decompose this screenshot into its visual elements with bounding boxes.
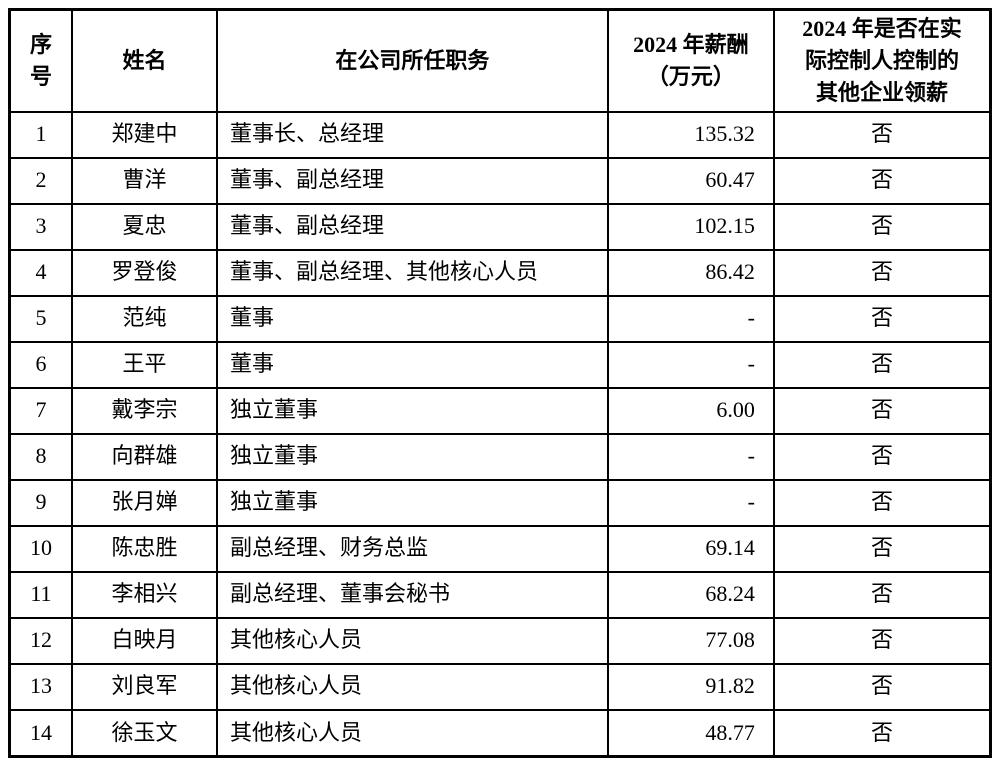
table-row: 6 王平 董事 - 否 (8, 340, 992, 389)
cell-other: 否 (772, 662, 992, 711)
cell-seq: 4 (8, 248, 73, 297)
cell-salary: - (606, 294, 775, 343)
table-row: 9 张月婵 独立董事 - 否 (8, 478, 992, 527)
table-row: 10 陈忠胜 副总经理、财务总监 69.14 否 (8, 524, 992, 573)
cell-position: 董事 (215, 340, 609, 389)
cell-salary: 86.42 (606, 248, 775, 297)
cell-position: 董事 (215, 294, 609, 343)
cell-salary: - (606, 340, 775, 389)
cell-salary: - (606, 478, 775, 527)
cell-seq: 8 (8, 432, 73, 481)
cell-other: 否 (772, 386, 992, 435)
table-row: 5 范纯 董事 - 否 (8, 294, 992, 343)
cell-seq: 7 (8, 386, 73, 435)
cell-other: 否 (772, 156, 992, 205)
cell-position: 独立董事 (215, 386, 609, 435)
cell-seq: 2 (8, 156, 73, 205)
cell-position: 副总经理、董事会秘书 (215, 570, 609, 619)
header-other: 2024 年是否在实 际控制人控制的 其他企业领薪 (772, 8, 992, 113)
cell-name: 李相兴 (70, 570, 218, 619)
cell-other: 否 (772, 524, 992, 573)
cell-seq: 14 (8, 708, 73, 758)
cell-seq: 1 (8, 110, 73, 159)
table-row: 11 李相兴 副总经理、董事会秘书 68.24 否 (8, 570, 992, 619)
cell-salary: 91.82 (606, 662, 775, 711)
cell-other: 否 (772, 478, 992, 527)
table-row: 4 罗登俊 董事、副总经理、其他核心人员 86.42 否 (8, 248, 992, 297)
table-row: 13 刘良军 其他核心人员 91.82 否 (8, 662, 992, 711)
cell-other: 否 (772, 110, 992, 159)
cell-salary: 48.77 (606, 708, 775, 758)
table-row: 14 徐玉文 其他核心人员 48.77 否 (8, 708, 992, 758)
cell-seq: 9 (8, 478, 73, 527)
cell-name: 郑建中 (70, 110, 218, 159)
cell-name: 徐玉文 (70, 708, 218, 758)
cell-seq: 10 (8, 524, 73, 573)
table-row: 2 曹洋 董事、副总经理 60.47 否 (8, 156, 992, 205)
cell-other: 否 (772, 248, 992, 297)
cell-position: 其他核心人员 (215, 616, 609, 665)
cell-seq: 11 (8, 570, 73, 619)
cell-position: 董事长、总经理 (215, 110, 609, 159)
cell-seq: 5 (8, 294, 73, 343)
cell-salary: 69.14 (606, 524, 775, 573)
compensation-table: 序 号 姓名 在公司所任职务 2024 年薪酬 （万元） 2024 年是否在实 … (8, 8, 992, 758)
table-row: 12 白映月 其他核心人员 77.08 否 (8, 616, 992, 665)
header-salary: 2024 年薪酬 （万元） (606, 8, 775, 113)
cell-name: 白映月 (70, 616, 218, 665)
cell-salary: 68.24 (606, 570, 775, 619)
table-header: 序 号 姓名 在公司所任职务 2024 年薪酬 （万元） 2024 年是否在实 … (8, 8, 992, 113)
cell-name: 刘良军 (70, 662, 218, 711)
cell-seq: 6 (8, 340, 73, 389)
cell-other: 否 (772, 570, 992, 619)
cell-position: 董事、副总经理、其他核心人员 (215, 248, 609, 297)
cell-other: 否 (772, 708, 992, 758)
cell-other: 否 (772, 294, 992, 343)
cell-salary: 102.15 (606, 202, 775, 251)
table-body: 1 郑建中 董事长、总经理 135.32 否 2 曹洋 董事、副总经理 60.4… (8, 110, 992, 758)
cell-seq: 3 (8, 202, 73, 251)
cell-position: 董事、副总经理 (215, 202, 609, 251)
cell-name: 曹洋 (70, 156, 218, 205)
header-seq: 序 号 (8, 8, 73, 113)
cell-position: 其他核心人员 (215, 662, 609, 711)
cell-name: 王平 (70, 340, 218, 389)
header-row: 序 号 姓名 在公司所任职务 2024 年薪酬 （万元） 2024 年是否在实 … (8, 8, 992, 113)
cell-other: 否 (772, 616, 992, 665)
cell-name: 夏忠 (70, 202, 218, 251)
cell-seq: 12 (8, 616, 73, 665)
cell-position: 其他核心人员 (215, 708, 609, 758)
cell-seq: 13 (8, 662, 73, 711)
cell-salary: 135.32 (606, 110, 775, 159)
cell-other: 否 (772, 202, 992, 251)
table-row: 8 向群雄 独立董事 - 否 (8, 432, 992, 481)
cell-position: 董事、副总经理 (215, 156, 609, 205)
cell-other: 否 (772, 340, 992, 389)
table-row: 3 夏忠 董事、副总经理 102.15 否 (8, 202, 992, 251)
cell-salary: 77.08 (606, 616, 775, 665)
cell-other: 否 (772, 432, 992, 481)
cell-salary: 6.00 (606, 386, 775, 435)
cell-position: 独立董事 (215, 478, 609, 527)
header-position: 在公司所任职务 (215, 8, 609, 113)
table-row: 1 郑建中 董事长、总经理 135.32 否 (8, 110, 992, 159)
header-name: 姓名 (70, 8, 218, 113)
cell-position: 独立董事 (215, 432, 609, 481)
cell-name: 向群雄 (70, 432, 218, 481)
table-row: 7 戴李宗 独立董事 6.00 否 (8, 386, 992, 435)
cell-name: 罗登俊 (70, 248, 218, 297)
cell-name: 范纯 (70, 294, 218, 343)
cell-name: 戴李宗 (70, 386, 218, 435)
cell-name: 张月婵 (70, 478, 218, 527)
cell-name: 陈忠胜 (70, 524, 218, 573)
cell-position: 副总经理、财务总监 (215, 524, 609, 573)
cell-salary: - (606, 432, 775, 481)
cell-salary: 60.47 (606, 156, 775, 205)
